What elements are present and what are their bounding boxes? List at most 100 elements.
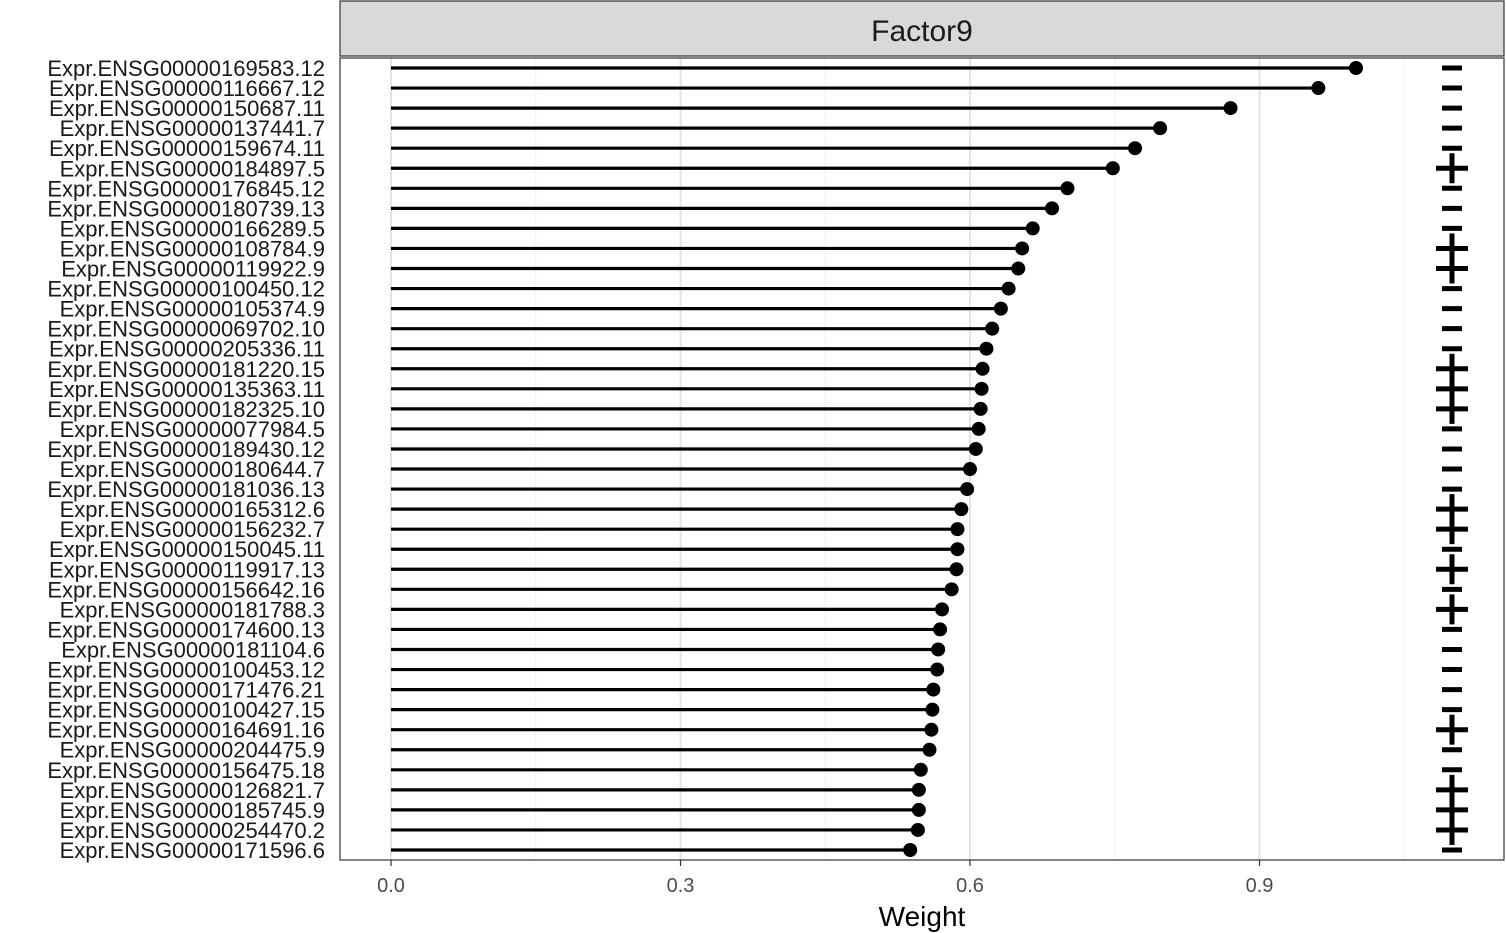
lollipop-point (911, 802, 926, 817)
lollipop-point (926, 682, 941, 697)
lollipop-point (1060, 181, 1075, 196)
y-tick-label: Expr.ENSG00000180739.13 (47, 196, 325, 221)
y-tick-label: Expr.ENSG00000159674.11 (49, 136, 325, 161)
y-tick-label: Expr.ENSG00000185745.9 (60, 798, 325, 823)
lollipop-point (913, 762, 928, 777)
y-tick-label: Expr.ENSG00000204475.9 (60, 738, 325, 763)
lollipop-point (1128, 141, 1143, 156)
y-tick-label: Expr.ENSG00000100427.15 (47, 698, 325, 723)
y-tick-label: Expr.ENSG00000100450.12 (47, 277, 325, 302)
lollipop-point (949, 562, 964, 577)
lollipop-point (950, 542, 965, 557)
x-axis-ticks: 0.0 0.3 0.6 0.9 (377, 860, 1273, 897)
plus-sign-marker (1436, 714, 1468, 745)
y-tick-label: Expr.ENSG00000166289.5 (60, 216, 325, 241)
y-tick-label: Expr.ENSG00000165312.6 (60, 497, 325, 522)
y-tick-label: Expr.ENSG00000254470.2 (60, 818, 325, 843)
y-tick-label: Expr.ENSG00000181788.3 (60, 597, 325, 622)
y-tick-label: Expr.ENSG00000137441.7 (60, 116, 325, 141)
y-tick-label: Expr.ENSG00000184897.5 (60, 156, 325, 181)
y-tick-label: Expr.ENSG00000181104.6 (61, 637, 325, 662)
lollipop-point (924, 722, 939, 737)
panel-border (339, 57, 1505, 861)
y-tick-label: Expr.ENSG00000135363.11 (49, 377, 325, 402)
lollipop-point (968, 441, 983, 456)
facet-title: Factor9 (871, 15, 973, 48)
lollipop-point (933, 622, 948, 637)
lollipop-point (963, 462, 977, 477)
lollipop-point (922, 742, 937, 757)
facet-strip: Factor9 (339, 0, 1505, 57)
plus-sign-marker (1436, 514, 1468, 545)
lollipop-point (1045, 201, 1060, 216)
lollipop-point (973, 401, 988, 416)
sign-markers (1436, 65, 1468, 853)
lollipop-point (1025, 221, 1040, 236)
lollipop-point (993, 301, 1008, 316)
lollipop-point (985, 321, 1000, 336)
y-tick-label: Expr.ENSG00000119917.13 (49, 557, 325, 582)
y-tick-label: Expr.ENSG00000176845.12 (47, 176, 325, 201)
y-tick-label: Expr.ENSG00000156232.7 (60, 517, 325, 542)
y-tick-label: Expr.ENSG00000171596.6 (60, 838, 325, 863)
lollipop-point (911, 782, 926, 797)
y-tick-label: Expr.ENSG00000180644.7 (60, 457, 325, 482)
lollipop-point (1223, 101, 1238, 116)
y-tick-label: Expr.ENSG00000150045.11 (49, 537, 325, 562)
lollipop-point (960, 482, 975, 497)
y-tick-label: Expr.ENSG00000181036.13 (47, 477, 325, 502)
y-tick-label: Expr.ENSG00000182325.10 (47, 397, 325, 422)
lollipop-point (1153, 121, 1168, 136)
y-tick-label: Expr.ENSG00000164691.16 (47, 718, 325, 743)
lollipop-point (1105, 161, 1120, 176)
y-tick-label: Expr.ENSG00000156642.16 (47, 577, 325, 602)
plus-sign-marker (1436, 554, 1468, 585)
lollipop-point (925, 702, 940, 717)
x-tick-label: 0.0 (377, 875, 405, 897)
lollipop-point (1011, 261, 1026, 276)
y-tick-label: Expr.ENSG00000126821.7 (60, 778, 325, 803)
lollipop-point (930, 662, 945, 677)
x-tick-label: 0.9 (1246, 875, 1274, 897)
y-tick-label: Expr.ENSG00000116667.12 (49, 76, 325, 101)
x-tick-label: 0.3 (667, 875, 695, 897)
x-tick-label: 0.6 (956, 875, 984, 897)
lollipop-point (944, 582, 959, 597)
lollipop-point (1311, 81, 1326, 96)
lollipop-point (1001, 281, 1016, 296)
y-tick-label: Expr.ENSG00000105374.9 (60, 297, 325, 322)
y-tick-labels: Expr.ENSG00000169583.12Expr.ENSG00000116… (47, 56, 325, 863)
plus-sign-marker (1436, 153, 1468, 184)
y-tick-label: Expr.ENSG00000077984.5 (60, 417, 325, 442)
y-tick-label: Expr.ENSG00000119922.9 (61, 257, 325, 282)
lollipop-point (974, 381, 989, 396)
gridlines (390, 58, 1405, 860)
lollipop-point (1015, 241, 1030, 256)
plus-sign-marker (1436, 253, 1468, 284)
plus-sign-marker (1436, 814, 1468, 845)
lollipop-stems (391, 66, 1356, 852)
lollipop-point (954, 502, 969, 517)
facet-strip-background (339, 0, 1505, 57)
y-tick-label: Expr.ENSG00000108784.9 (60, 236, 325, 261)
y-tick-label: Expr.ENSG00000150687.11 (49, 96, 325, 121)
y-tick-label: Expr.ENSG00000205336.11 (49, 337, 325, 362)
lollipop-point (903, 843, 918, 857)
x-axis-title: Weight (879, 901, 966, 932)
lollipop-points (903, 61, 1363, 857)
lollipop-point (935, 602, 950, 617)
y-tick-label: Expr.ENSG00000156475.18 (47, 758, 325, 783)
y-tick-label: Expr.ENSG00000169583.12 (47, 56, 325, 81)
y-tick-label: Expr.ENSG00000069702.10 (47, 317, 325, 342)
y-tick-label: Expr.ENSG00000189430.12 (47, 437, 325, 462)
plus-sign-marker (1436, 393, 1468, 424)
lollipop-point (950, 522, 965, 537)
plus-sign-marker (1436, 594, 1468, 625)
lollipop-point (979, 341, 994, 356)
y-tick-label: Expr.ENSG00000100453.12 (47, 658, 325, 683)
y-tick-label: Expr.ENSG00000174600.13 (47, 617, 325, 642)
lollipop-point (971, 421, 986, 436)
lollipop-point (931, 642, 946, 657)
y-tick-label: Expr.ENSG00000171476.21 (47, 678, 325, 703)
